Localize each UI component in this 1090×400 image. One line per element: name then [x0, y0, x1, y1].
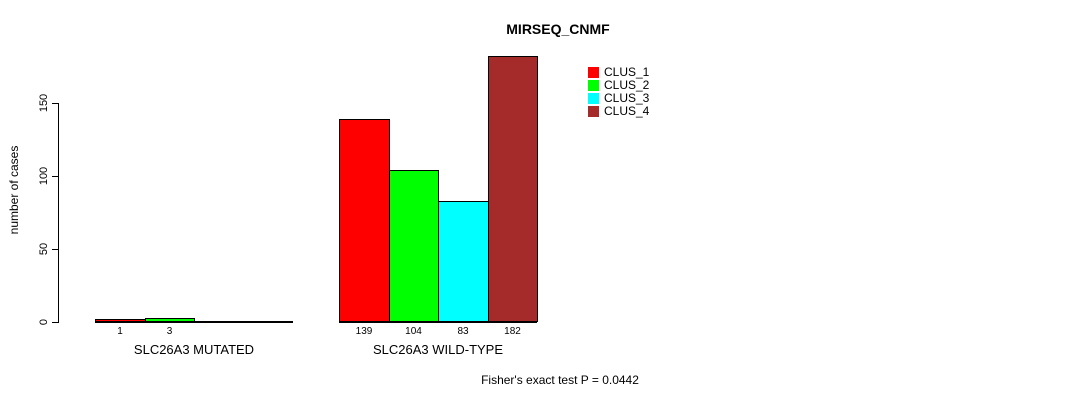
x-group-label-mutated: SLC26A3 MUTATED — [133, 342, 255, 357]
y-tick-mark — [52, 103, 58, 104]
legend-swatch-clus3 — [588, 93, 599, 104]
bar-clus_3-group2 — [438, 201, 489, 322]
legend-swatch-clus2 — [588, 80, 599, 91]
bar-clus_1-group2 — [339, 119, 390, 322]
legend-row: CLUS_1 — [588, 66, 649, 79]
bar-clus_2-group2 — [389, 170, 439, 322]
bar-clus_1-group1 — [95, 319, 146, 322]
y-tick-mark — [52, 249, 58, 250]
group-baseline — [95, 321, 293, 323]
legend-swatch-clus4 — [588, 106, 599, 117]
bar-value-label: 139 — [355, 326, 373, 337]
bar-clus_2-group1 — [145, 318, 195, 322]
legend-row: CLUS_4 — [588, 105, 649, 118]
y-axis-line — [58, 103, 59, 323]
y-tick-label: 0 — [38, 318, 50, 326]
legend-label-clus1: CLUS_1 — [604, 65, 650, 79]
bar-value-label: 83 — [457, 326, 469, 337]
bar-value-label: 104 — [405, 326, 422, 337]
y-axis-label: number of cases — [7, 145, 21, 235]
y-tick-label: 50 — [38, 242, 50, 256]
bar-value-label: 1 — [117, 326, 123, 337]
y-tick-label: 100 — [38, 166, 50, 186]
y-tick-mark — [52, 176, 58, 177]
legend-row: CLUS_3 — [588, 92, 649, 105]
y-tick-label: 150 — [38, 93, 50, 113]
legend: CLUS_1 CLUS_2 CLUS_3 CLUS_4 — [588, 66, 649, 118]
y-tick-mark — [52, 322, 58, 323]
x-group-label-wildtype: SLC26A3 WILD-TYPE — [372, 342, 504, 357]
bar-value-label: 3 — [166, 326, 173, 337]
bar-value-label: 182 — [504, 326, 521, 337]
chart-title: MIRSEQ_CNMF — [506, 21, 610, 37]
bar-clus_4-group2 — [488, 56, 538, 322]
legend-label-clus4: CLUS_4 — [604, 104, 650, 118]
legend-row: CLUS_2 — [588, 79, 649, 92]
legend-label-clus2: CLUS_2 — [604, 78, 650, 92]
legend-label-clus3: CLUS_3 — [604, 91, 650, 105]
legend-swatch-clus1 — [588, 67, 599, 78]
stat-text: Fisher's exact test P = 0.0442 — [481, 373, 639, 387]
group-baseline — [339, 321, 537, 323]
